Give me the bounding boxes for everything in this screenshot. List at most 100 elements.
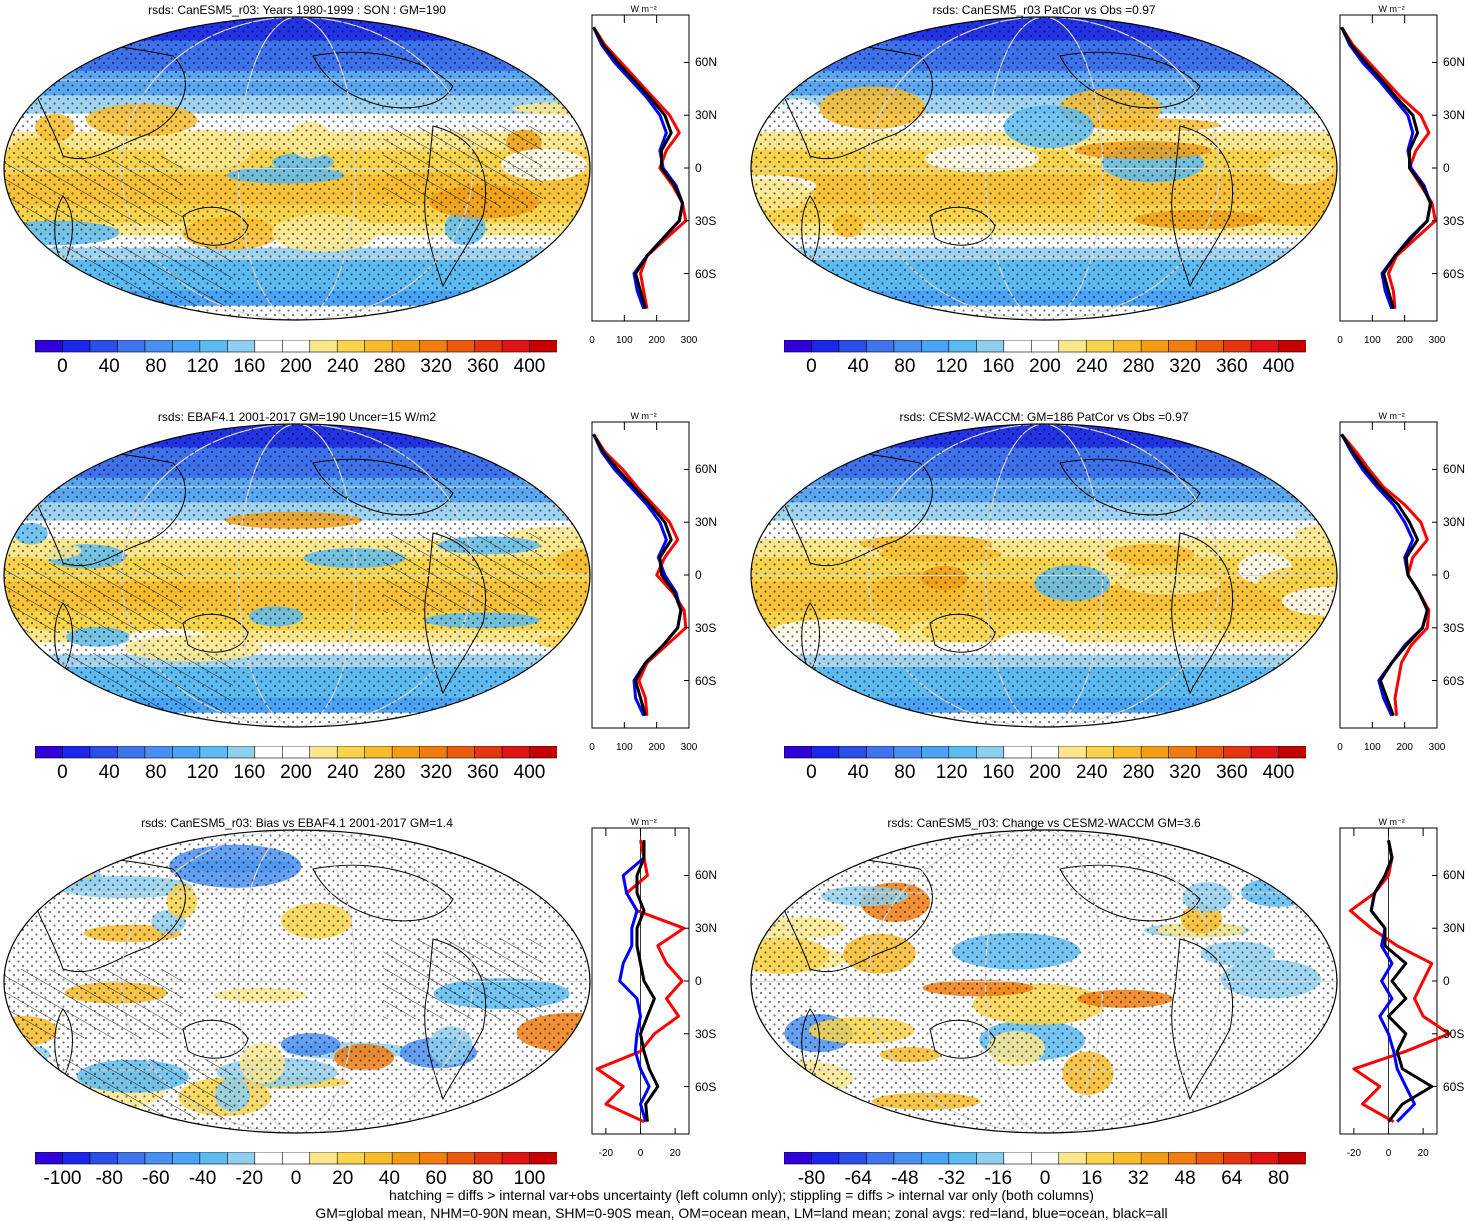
colorbar-swatch [866, 1152, 895, 1165]
colorbar-swatch [976, 746, 1005, 759]
zonal-lat-label: 60N [695, 868, 718, 883]
map [3, 16, 591, 321]
zonal-x-tick-label: 100 [1363, 742, 1381, 753]
colorbar-tick-label: 0 [806, 762, 817, 783]
colorbar-swatch [784, 1152, 813, 1165]
colorbar-swatch [893, 340, 922, 353]
colorbar-swatch [529, 1152, 557, 1165]
colorbar-swatch [254, 1152, 283, 1165]
colorbar-swatch [866, 746, 895, 759]
colorbar-tick-label: 160 [233, 356, 266, 377]
zonal-units-label: W m⁻² [1378, 411, 1405, 421]
colorbar-labels: 0 40 80 120 160 200 240 280 320 360 400 [784, 356, 1306, 378]
colorbar-swatch [172, 340, 201, 353]
zonal-lat-label: 30N [695, 108, 718, 123]
zonal-lat-label: 30S [1443, 1026, 1465, 1041]
zonal-lat-label: 30N [1443, 108, 1466, 123]
colorbar-swatch [474, 746, 503, 759]
zonal-frame [1339, 421, 1438, 729]
colorbar-swatch [811, 1152, 840, 1165]
zonal-line-all [1369, 840, 1434, 1123]
zonal-x-tick-label: 0 [1337, 335, 1343, 346]
colorbar-tick-label: 16 [1081, 1168, 1103, 1189]
colorbar-tick-label: 400 [513, 356, 546, 377]
colorbar-swatch [35, 340, 64, 353]
colorbar-labels: 0 40 80 120 160 200 240 280 320 360 400 [35, 762, 557, 784]
colorbar-tick-label: -40 [188, 1168, 217, 1189]
zonal-lat-label: 30N [695, 515, 718, 530]
colorbar-tick-label: 60 [425, 1168, 447, 1189]
zonal-x-tick-label: -20 [1346, 1148, 1362, 1159]
colorbar-swatch [1030, 340, 1060, 353]
zonal-lat-label: 60N [1443, 462, 1466, 477]
zonal-lat-label: 60N [1443, 55, 1466, 70]
zonal-lat-label: 0 [695, 568, 702, 582]
colorbar-swatch [1195, 340, 1225, 353]
zonal-units-label: W m⁻² [1378, 4, 1405, 14]
colorbar-swatch [281, 746, 311, 759]
colorbar-swatch [391, 340, 421, 353]
colorbar-swatch [172, 1152, 201, 1165]
colorbar-swatch [1085, 340, 1115, 353]
zonal-x-tick-label: 300 [680, 742, 698, 753]
map-field [4, 830, 590, 1133]
colorbar-swatch [254, 340, 283, 353]
colorbar [784, 340, 1306, 353]
colorbar-labels: -100 -80 -60 -40 -20 0 20 40 60 80 100 [35, 1168, 557, 1190]
panel-title: rsds: CESM2-WACCM: GM=186 PatCor vs Obs … [899, 410, 1189, 424]
colorbar-swatch [921, 1152, 950, 1165]
colorbar-tick-label: -20 [235, 1168, 264, 1189]
colorbar-swatch [529, 746, 557, 759]
colorbar-tick-label: 80 [894, 762, 916, 783]
stippling [751, 830, 1337, 1133]
map [750, 16, 1338, 321]
colorbar-tick-label: 280 [373, 762, 406, 783]
colorbar-tick-label: 0 [1039, 1168, 1051, 1189]
colorbar-tick-label: -16 [984, 1168, 1013, 1189]
colorbar-swatch [1085, 1152, 1115, 1165]
colorbar-swatch [1250, 340, 1280, 353]
colorbar-swatch [838, 340, 868, 353]
colorbar-tick-label: 200 [280, 762, 312, 783]
zonal-x-tick-label: 100 [615, 742, 633, 753]
colorbar-swatch [948, 340, 977, 353]
colorbar-tick-label: 0 [806, 356, 817, 377]
panel-title: rsds: CanESM5_r03: Change vs CESM2-WACCM… [887, 816, 1201, 830]
zonal-line-ocean [592, 433, 683, 717]
colorbar-swatch [1250, 746, 1280, 759]
colorbar-tick-label: 160 [233, 762, 266, 783]
colorbar-swatch [1058, 1152, 1087, 1165]
colorbar-tick-label: 120 [186, 762, 219, 783]
zonal-x-tick-label: 300 [1428, 335, 1446, 346]
colorbar-tick-label: 240 [1075, 762, 1108, 783]
colorbar-swatch [281, 1152, 311, 1165]
colorbar-swatch [336, 340, 366, 353]
zonal-lat-label: 60S [695, 1079, 717, 1094]
map-field [751, 17, 1337, 320]
zonal-x-tick-label: 0 [1337, 742, 1343, 753]
zonal-lat-label: 0 [1443, 161, 1450, 175]
colorbar-swatch [1030, 746, 1060, 759]
zonal-lat-label: 30S [695, 620, 717, 635]
colorbar-swatch [1278, 1152, 1306, 1165]
map-border [750, 16, 1338, 321]
colorbar-tick-label: 320 [1169, 356, 1201, 377]
map-field [751, 424, 1337, 727]
colorbar-swatch [1003, 340, 1032, 353]
zonal-line-ocean [1340, 26, 1432, 310]
colorbar-swatch [199, 340, 228, 353]
colorbar-swatch [1168, 746, 1197, 759]
zonal-lat-label: 60N [695, 462, 718, 477]
zonal-x-tick-label: 0 [589, 335, 595, 346]
colorbar-tick-label: -100 [43, 1168, 82, 1189]
colorbar-tick-label: -32 [937, 1168, 966, 1189]
zonal-lat-label: 60S [1443, 266, 1465, 281]
colorbar-swatch [1058, 746, 1087, 759]
colorbar-tick-label: 360 [466, 762, 499, 783]
colorbar [35, 340, 557, 353]
colorbar-swatch [309, 746, 338, 759]
colorbar-tick-label: 360 [1215, 762, 1248, 783]
colorbar-tick-label: 80 [145, 762, 167, 783]
zonal-x-tick-label: 100 [615, 335, 633, 346]
colorbar-tick-label: 0 [57, 356, 68, 377]
